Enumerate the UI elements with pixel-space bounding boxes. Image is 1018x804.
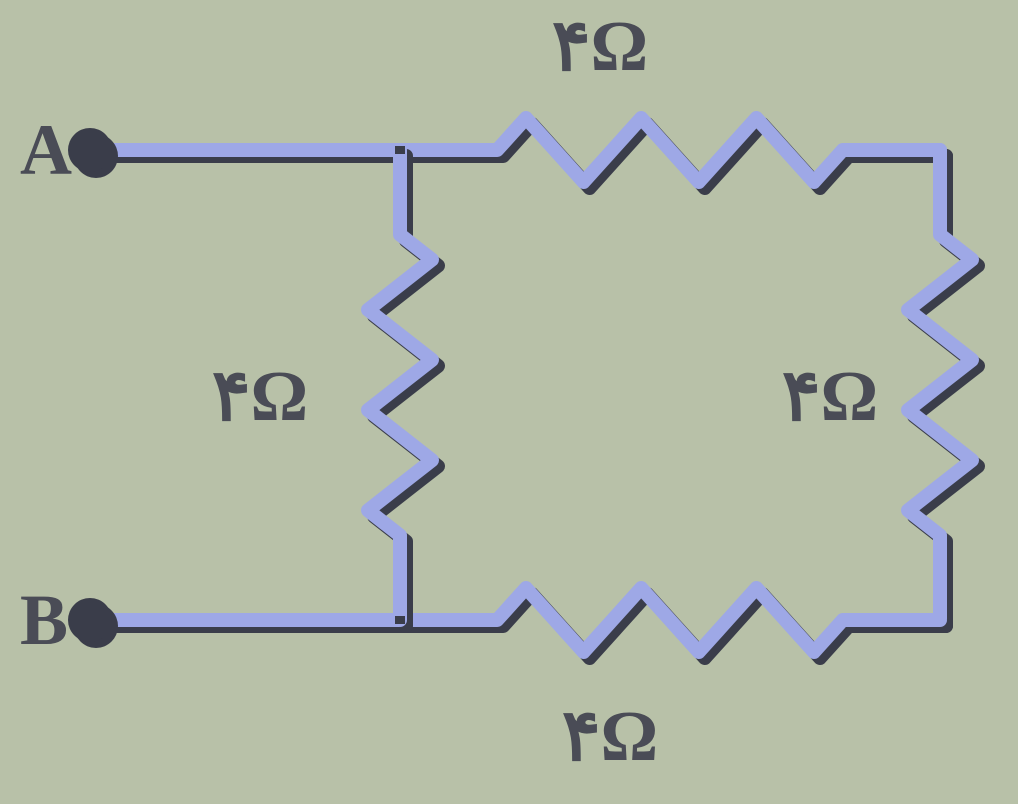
resistor-value-label: ۴Ω bbox=[562, 696, 658, 776]
terminal-b-label: B bbox=[20, 580, 68, 660]
terminal-a-label: A bbox=[20, 110, 72, 190]
resistor-value-label: ۴Ω bbox=[552, 6, 648, 86]
resistor-value-label: ۴Ω bbox=[212, 356, 308, 436]
resistor-value-label: ۴Ω bbox=[782, 356, 878, 436]
circuit-diagram: A B ۴Ω ۴Ω ۴Ω ۴Ω bbox=[0, 0, 1018, 804]
